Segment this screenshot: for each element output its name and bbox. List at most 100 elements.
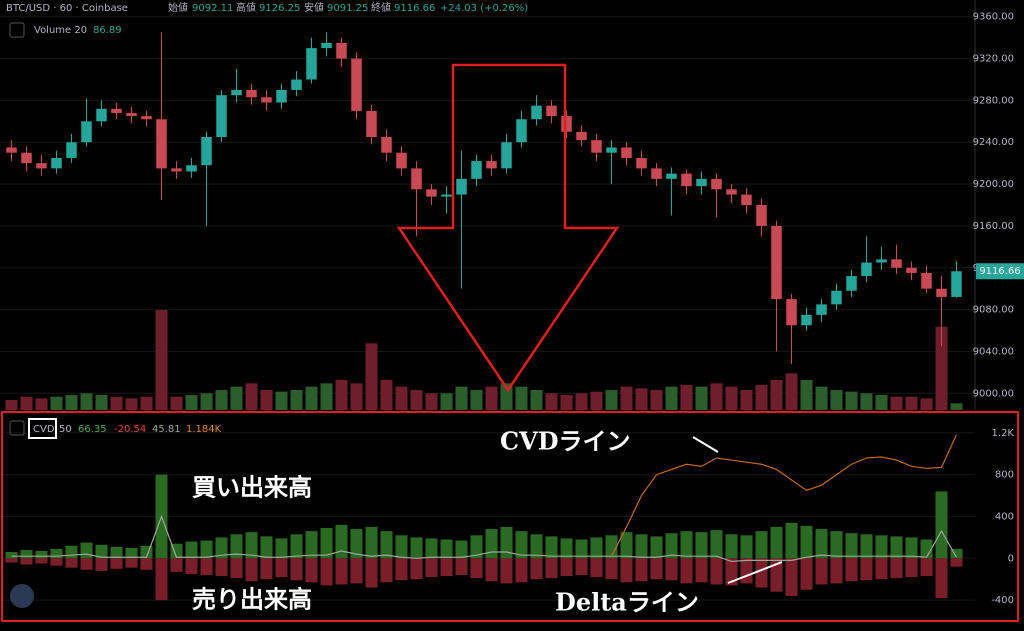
buy-bar — [380, 531, 393, 559]
buy-bar — [290, 534, 303, 559]
candle-body — [636, 157, 647, 169]
volume-bar — [785, 373, 798, 410]
sell-bar — [605, 558, 618, 580]
buy-bar — [80, 542, 93, 559]
buy-bar — [500, 526, 513, 559]
candle-body — [786, 299, 797, 326]
sell-bar — [545, 558, 558, 579]
candle-body — [6, 147, 17, 153]
y-tick-label: 800 — [995, 470, 1014, 481]
sell-bar — [860, 558, 873, 581]
volume-bar — [5, 400, 18, 410]
logo[interactable] — [10, 584, 34, 608]
volume-bar — [380, 380, 393, 410]
buy-bar — [350, 529, 363, 559]
sell-bar — [530, 558, 543, 580]
buy-bar — [815, 529, 828, 559]
candle-body — [891, 259, 902, 268]
volume-bar — [305, 386, 318, 410]
sell-bar — [740, 558, 753, 584]
buy-bar — [110, 546, 123, 559]
volume-bar — [620, 386, 633, 410]
y-tick-label: 400 — [995, 512, 1014, 523]
sell-bar — [200, 558, 213, 576]
buy-bar — [830, 531, 843, 559]
candle-body — [186, 165, 197, 172]
sell-bar — [695, 558, 708, 583]
high-label: 高値 — [236, 1, 256, 14]
volume-bar — [35, 398, 48, 410]
buy-bar — [605, 535, 618, 559]
candle-body — [456, 178, 467, 195]
high-value: 9126.25 — [259, 3, 300, 14]
cvd-name: CVD — [33, 424, 55, 435]
volume-bar — [200, 393, 213, 410]
buy-bar — [305, 531, 318, 559]
volume-bar — [260, 390, 273, 410]
buy-bar — [665, 533, 678, 559]
candle-body — [126, 112, 137, 117]
cvd-value: 45.81 — [152, 424, 181, 435]
buy-bar — [335, 524, 348, 559]
sell-bar — [20, 558, 33, 565]
sell-bar — [155, 558, 168, 601]
candle-body — [771, 225, 782, 300]
candle-body — [171, 168, 182, 172]
candle-body — [351, 58, 362, 111]
sell-bar — [950, 558, 963, 567]
volume-bar — [425, 393, 438, 410]
sell-bar — [875, 558, 888, 580]
candle-body — [936, 288, 947, 297]
open-label: 始値 — [168, 1, 188, 14]
y-tick-label: 9000.00 — [973, 388, 1014, 399]
volume-bar — [890, 396, 903, 410]
candle-body — [906, 267, 917, 273]
sell-bar — [815, 558, 828, 585]
y-tick-label: 9360.00 — [973, 12, 1014, 23]
candle-body — [411, 168, 422, 190]
volume-bar — [575, 393, 588, 410]
collapse-button[interactable] — [9, 420, 25, 436]
volume-bar — [470, 390, 483, 410]
volume-bar — [875, 395, 888, 410]
cvd-value: 66.35 — [78, 424, 107, 435]
arrow — [396, 63, 620, 393]
buy-bar — [875, 535, 888, 559]
buy-bar — [95, 544, 108, 559]
candle-body — [441, 194, 452, 197]
cvd-line — [610, 434, 958, 557]
sell-bar — [500, 558, 513, 584]
volume-bar — [395, 386, 408, 410]
candle-body — [471, 161, 482, 179]
buy-bar — [470, 535, 483, 559]
annotation: 買い出来高 — [192, 473, 312, 502]
candle-body — [861, 262, 872, 277]
highlight-box — [28, 418, 57, 439]
candle-body — [711, 178, 722, 190]
sell-bar — [560, 558, 573, 577]
sell-bar — [50, 558, 63, 566]
buy-bar — [920, 539, 933, 559]
buy-bar — [440, 539, 453, 559]
candle-body — [156, 119, 167, 169]
volume-bar — [485, 386, 498, 410]
volume-bar — [530, 390, 543, 410]
candle-body — [651, 168, 662, 179]
volume-bar — [740, 390, 753, 410]
collapse-button[interactable] — [9, 22, 25, 38]
sell-bar — [125, 558, 138, 568]
buy-bar — [35, 550, 48, 559]
sell-bar — [440, 558, 453, 577]
sell-bar — [425, 558, 438, 578]
candle-body — [381, 137, 392, 153]
candle-body — [531, 105, 542, 120]
sell-bar — [755, 558, 768, 588]
y-tick-label: 9040.00 — [973, 346, 1014, 357]
buy-bar — [215, 537, 228, 559]
buy-bar — [455, 540, 468, 559]
sell-bar — [350, 558, 363, 584]
volume-bar — [65, 395, 78, 410]
candle-body — [81, 121, 92, 143]
candle-body — [51, 157, 62, 169]
candle-body — [291, 79, 302, 90]
